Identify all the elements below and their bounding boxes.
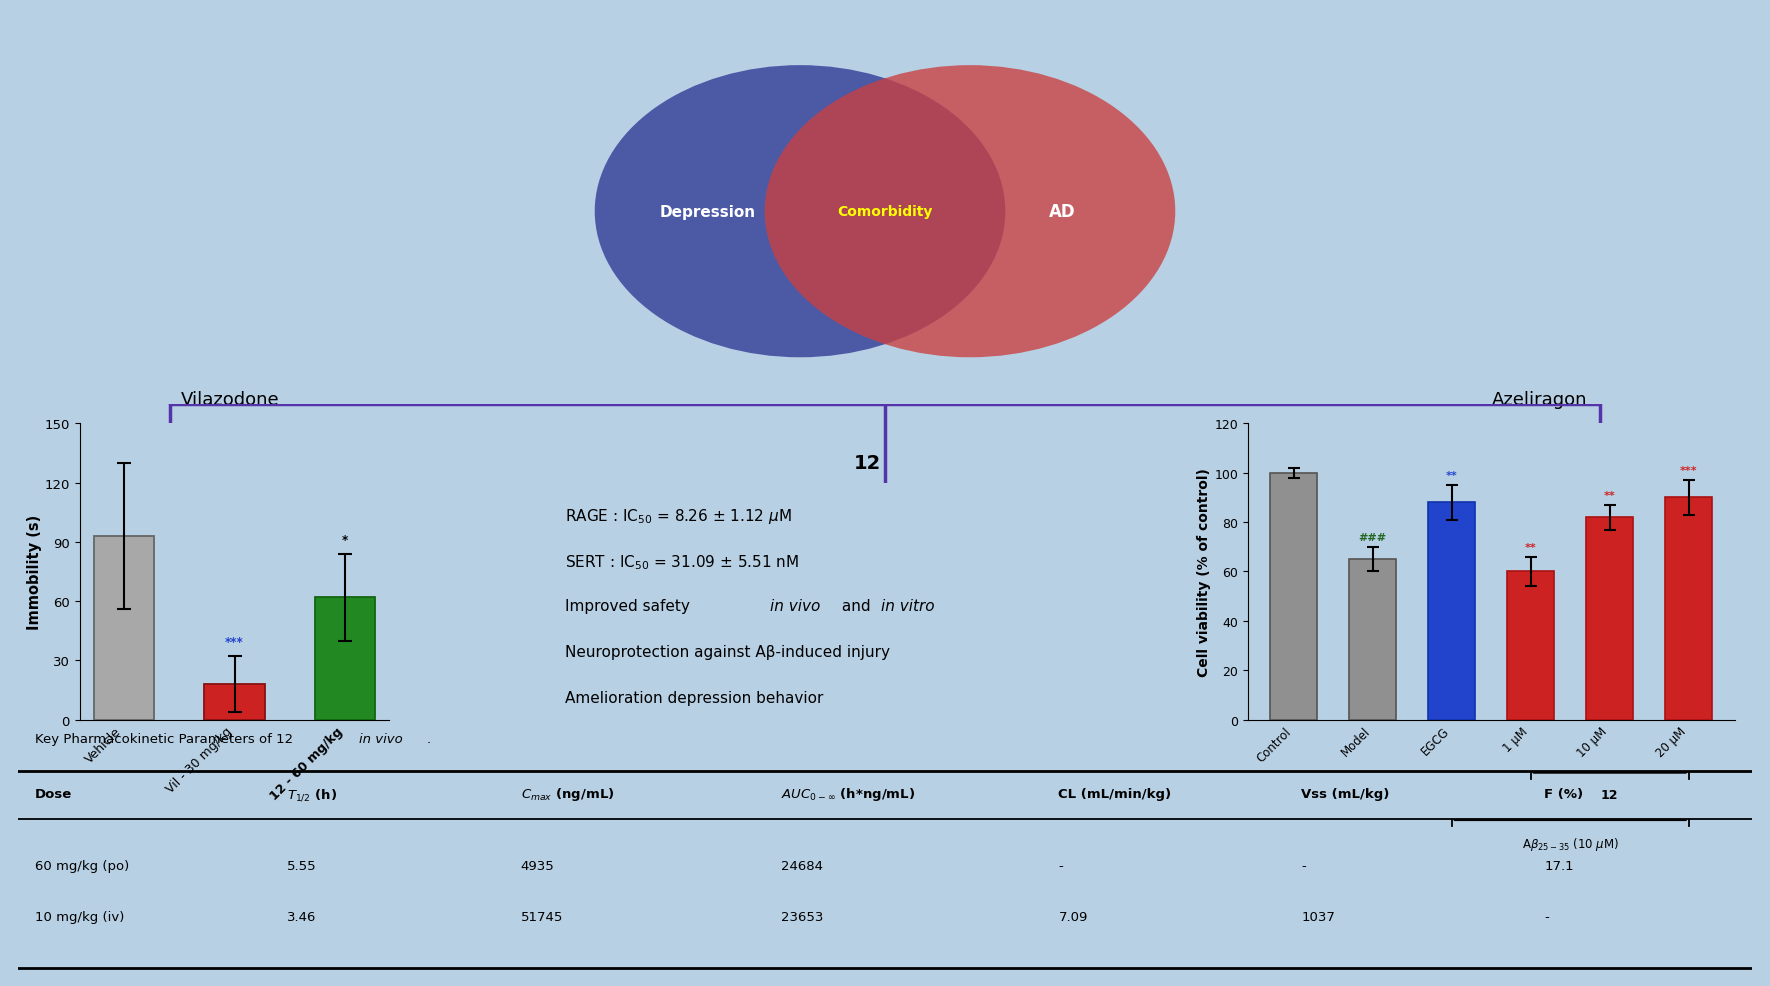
Text: Amelioration depression behavior: Amelioration depression behavior [565,690,823,705]
Ellipse shape [765,66,1175,358]
Text: A$\beta_{25-35}$ (10 $\mu$M): A$\beta_{25-35}$ (10 $\mu$M) [1522,835,1620,852]
Text: 24684: 24684 [781,859,823,873]
Text: *: * [342,533,349,546]
Bar [204,684,266,720]
Y-axis label: Immobility (s): Immobility (s) [27,515,42,629]
Bar [1666,498,1713,720]
Text: 12: 12 [853,454,881,472]
Text: Depression: Depression [660,204,756,220]
Text: ###: ### [1359,532,1386,542]
Text: $T_{1/2}$ (h): $T_{1/2}$ (h) [287,786,336,802]
Text: 1037: 1037 [1301,910,1335,924]
Text: -: - [1301,859,1306,873]
Text: Dose: Dose [35,788,73,801]
Text: -: - [1058,859,1064,873]
Text: ***: *** [1680,465,1697,475]
Bar [1586,518,1634,720]
Text: 7.09: 7.09 [1058,910,1089,924]
Text: 23653: 23653 [781,910,823,924]
Text: RAGE : IC$_{50}$ = 8.26 $\pm$ 1.12 $\mu$M: RAGE : IC$_{50}$ = 8.26 $\pm$ 1.12 $\mu$… [565,507,791,526]
Text: CL (mL/min/kg): CL (mL/min/kg) [1058,788,1172,801]
Text: Azeliragon: Azeliragon [1492,390,1588,408]
Text: in vivo: in vivo [359,733,404,745]
Text: AD: AD [1048,203,1076,221]
Text: **: ** [1604,490,1616,500]
Text: 10 mg/kg (iv): 10 mg/kg (iv) [35,910,124,924]
Text: $AUC_{0-\infty}$ (h*ng/mL): $AUC_{0-\infty}$ (h*ng/mL) [781,786,915,803]
Bar [1349,559,1397,720]
Text: Comorbidity: Comorbidity [837,205,933,219]
Text: $C_{max}$ (ng/mL): $C_{max}$ (ng/mL) [520,786,614,803]
Text: 17.1: 17.1 [1543,859,1574,873]
Text: 12: 12 [1602,788,1618,801]
Text: Key Pharmacokinetic Parameters of 12: Key Pharmacokinetic Parameters of 12 [35,733,297,745]
Text: ***: *** [225,636,244,649]
Text: in vitro: in vitro [881,599,935,613]
Text: in vivo: in vivo [770,599,820,613]
Text: and: and [837,599,876,613]
Text: 3.46: 3.46 [287,910,315,924]
Text: 60 mg/kg (po): 60 mg/kg (po) [35,859,129,873]
Y-axis label: Cell viability (% of control): Cell viability (% of control) [1198,467,1211,676]
Text: 4935: 4935 [520,859,554,873]
Text: **: ** [1446,470,1457,480]
Text: .: . [427,733,432,745]
Text: **: ** [1526,542,1536,552]
Bar [94,536,154,720]
Text: 5.55: 5.55 [287,859,317,873]
Text: Vilazodone: Vilazodone [181,390,280,408]
Text: Vss (mL/kg): Vss (mL/kg) [1301,788,1389,801]
Bar [1428,503,1476,720]
Bar [1271,473,1317,720]
Bar [315,598,375,720]
Ellipse shape [595,66,1005,358]
Bar [1506,572,1554,720]
Text: F (%): F (%) [1543,788,1584,801]
Text: SERT : IC$_{50}$ = 31.09 $\pm$ 5.51 nM: SERT : IC$_{50}$ = 31.09 $\pm$ 5.51 nM [565,552,798,571]
Text: Improved safety: Improved safety [565,599,694,613]
Text: -: - [1543,910,1549,924]
Text: Neuroprotection against Aβ-induced injury: Neuroprotection against Aβ-induced injur… [565,645,890,660]
Text: 51745: 51745 [520,910,563,924]
